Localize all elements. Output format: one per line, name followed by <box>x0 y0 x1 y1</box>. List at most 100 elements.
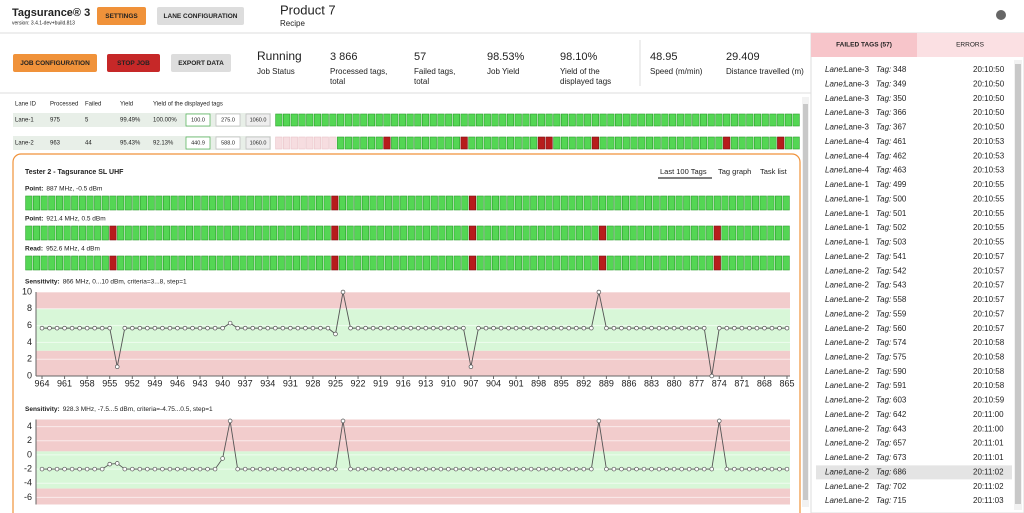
input-box[interactable] <box>185 136 211 150</box>
lane-cell <box>468 113 476 127</box>
tag-cell <box>178 225 186 241</box>
row-text: 921.4 MHz, 0.5 dBm <box>46 216 105 223</box>
lane-value: Lane-2 <box>844 281 869 290</box>
point <box>84 466 90 472</box>
tag-cell <box>262 225 270 241</box>
chart-title: 928.3 MHz, -7.5...5 dBm, criteria=-4.75.… <box>63 406 213 413</box>
time: 20:10:55 <box>973 238 1005 247</box>
lane-cell <box>360 113 368 127</box>
tag-cell <box>155 195 163 211</box>
lane-label: Lane: <box>825 238 845 247</box>
lane-cell <box>429 136 437 150</box>
tag-cell <box>415 225 423 241</box>
lane-value: Lane-2 <box>844 396 869 405</box>
tag-cell <box>629 255 637 271</box>
point <box>115 461 120 466</box>
tag-cell <box>499 225 507 241</box>
tag-cell <box>163 255 171 271</box>
lane-cell <box>576 113 584 127</box>
point <box>671 325 677 331</box>
lane-cell <box>761 113 769 127</box>
point <box>167 466 173 472</box>
lane-cell <box>421 136 430 150</box>
tab[interactable] <box>917 33 1024 57</box>
point <box>175 466 180 472</box>
lane-cell <box>784 113 792 127</box>
tag-cell <box>621 225 630 241</box>
input-box[interactable] <box>185 113 211 127</box>
point <box>747 466 752 472</box>
tag-label: Tag: <box>876 137 891 146</box>
tag-cell <box>55 195 63 211</box>
time: 20:10:53 <box>973 151 1005 160</box>
tag-cell <box>392 225 400 241</box>
point <box>325 325 331 331</box>
input-box <box>245 136 271 150</box>
row-text: 952.6 MHz, 4 dBm <box>46 246 100 253</box>
tag-cell <box>86 195 94 211</box>
point <box>574 325 579 331</box>
tag-cell <box>530 195 538 211</box>
table-cell: 100.00% <box>153 118 177 124</box>
tag-cell <box>400 255 408 271</box>
tag-cell <box>560 195 568 211</box>
tag-cell <box>736 195 744 211</box>
lane-cell <box>653 113 661 127</box>
lane-value: Lane-2 <box>844 453 869 462</box>
tag-cell <box>599 225 607 241</box>
tag-cell <box>216 195 224 211</box>
tag-cell <box>63 225 71 241</box>
point <box>656 325 662 331</box>
time: 20:10:50 <box>973 79 1005 88</box>
input-box[interactable] <box>215 136 241 150</box>
input-value: 100.0 <box>191 117 205 123</box>
input-box[interactable] <box>215 113 241 127</box>
info-icon[interactable] <box>996 10 1006 20</box>
lane-cell <box>383 113 391 127</box>
tag-cell <box>86 225 94 241</box>
tag-cell <box>530 255 538 271</box>
lane-value: Lane-1 <box>844 209 869 218</box>
tag-cell <box>254 255 262 271</box>
button[interactable] <box>97 7 146 25</box>
pass-band <box>36 308 790 351</box>
tag-cell <box>354 225 362 241</box>
point <box>370 325 376 331</box>
lane-cell <box>568 136 576 150</box>
button[interactable] <box>107 54 160 72</box>
tag-value: 702 <box>893 482 907 491</box>
time: 20:10:55 <box>973 209 1005 218</box>
tag-cell <box>537 225 545 241</box>
tag-cell <box>774 255 783 271</box>
tag-cell <box>132 225 140 241</box>
product: Product 7 <box>280 2 336 17</box>
tag-cell <box>185 195 193 211</box>
tag-cell <box>392 255 400 271</box>
point <box>160 466 165 472</box>
tab-active[interactable] <box>811 33 917 57</box>
point <box>273 466 278 472</box>
tag-cell <box>277 195 285 211</box>
lane-value: Lane-3 <box>844 108 869 117</box>
point <box>521 325 526 331</box>
point <box>423 466 429 472</box>
point <box>732 466 737 472</box>
table-cell: 963 <box>50 141 61 147</box>
tag-label: Tag: <box>876 238 891 247</box>
time: 20:11:02 <box>973 482 1004 491</box>
tag-cell <box>415 255 423 271</box>
lane-value: Lane-2 <box>844 324 869 333</box>
scroll-thumb[interactable] <box>1015 64 1021 504</box>
point <box>205 466 210 472</box>
point <box>543 466 549 472</box>
tag-cell <box>308 195 316 211</box>
lane-cell <box>298 113 306 127</box>
lane-value: Lane-2 <box>844 353 869 362</box>
button[interactable] <box>13 54 97 72</box>
point <box>634 466 639 472</box>
tag-cell <box>652 195 660 211</box>
tag-cell <box>400 195 408 211</box>
scroll-thumb[interactable] <box>803 104 808 500</box>
x-tick-label: 961 <box>57 378 72 388</box>
tag-cell <box>178 255 186 271</box>
